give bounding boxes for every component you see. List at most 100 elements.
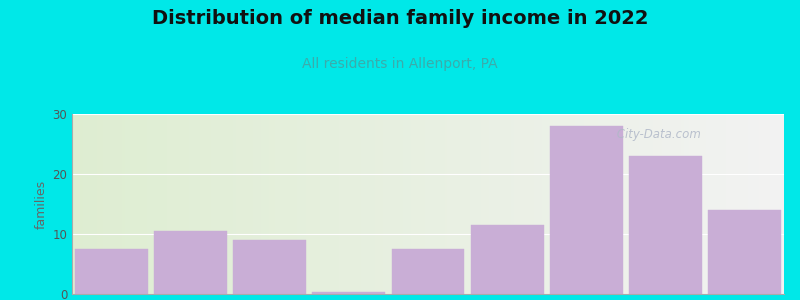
Bar xyxy=(303,114,306,294)
Bar xyxy=(245,114,247,294)
Bar xyxy=(606,114,609,294)
Bar xyxy=(748,114,750,294)
Bar xyxy=(470,225,543,294)
Bar xyxy=(225,114,228,294)
Bar xyxy=(119,114,122,294)
Bar xyxy=(737,114,739,294)
Bar xyxy=(558,114,562,294)
Bar xyxy=(534,114,537,294)
Bar xyxy=(422,114,426,294)
Bar xyxy=(662,114,665,294)
Bar xyxy=(117,114,119,294)
Bar xyxy=(266,114,270,294)
Bar xyxy=(414,114,417,294)
Bar xyxy=(300,114,303,294)
Bar xyxy=(778,114,782,294)
Bar xyxy=(319,114,322,294)
Bar xyxy=(782,114,784,294)
Bar xyxy=(631,114,634,294)
Bar xyxy=(398,114,400,294)
Bar xyxy=(645,114,648,294)
Bar xyxy=(147,114,150,294)
Bar xyxy=(681,114,684,294)
Bar xyxy=(294,114,298,294)
Bar xyxy=(547,114,550,294)
Bar xyxy=(430,114,434,294)
Bar xyxy=(426,114,428,294)
Bar xyxy=(289,114,292,294)
Bar xyxy=(675,114,678,294)
Bar xyxy=(481,114,484,294)
Bar xyxy=(311,114,314,294)
Bar xyxy=(553,114,556,294)
Bar xyxy=(690,114,692,294)
Bar xyxy=(100,114,102,294)
Bar xyxy=(306,114,309,294)
Bar xyxy=(478,114,481,294)
Bar xyxy=(392,114,394,294)
Bar xyxy=(489,114,492,294)
Bar xyxy=(138,114,142,294)
Bar xyxy=(634,114,637,294)
Bar xyxy=(667,114,670,294)
Bar xyxy=(339,114,342,294)
Bar xyxy=(247,114,250,294)
Bar xyxy=(314,114,317,294)
Bar xyxy=(500,114,503,294)
Bar xyxy=(550,114,553,294)
Bar xyxy=(386,114,389,294)
Text: City-Data.com: City-Data.com xyxy=(613,128,701,141)
Bar xyxy=(617,114,620,294)
Bar xyxy=(292,114,294,294)
Bar xyxy=(228,114,230,294)
Bar xyxy=(445,114,447,294)
Bar xyxy=(394,114,398,294)
Bar xyxy=(270,114,272,294)
Bar xyxy=(595,114,598,294)
Bar xyxy=(78,114,80,294)
Bar xyxy=(609,114,611,294)
Bar xyxy=(200,114,202,294)
Bar xyxy=(378,114,381,294)
Bar xyxy=(728,114,731,294)
Bar xyxy=(219,114,222,294)
Bar xyxy=(598,114,601,294)
Bar xyxy=(517,114,520,294)
Bar xyxy=(230,114,234,294)
Bar xyxy=(125,114,128,294)
Bar xyxy=(637,114,639,294)
Bar xyxy=(362,114,364,294)
Bar xyxy=(170,114,172,294)
Bar xyxy=(584,114,586,294)
Bar xyxy=(659,114,662,294)
Bar xyxy=(406,114,409,294)
Bar xyxy=(389,114,392,294)
Bar xyxy=(222,114,225,294)
Bar xyxy=(89,114,91,294)
Bar xyxy=(186,114,189,294)
Bar xyxy=(155,114,158,294)
Bar xyxy=(620,114,622,294)
Bar xyxy=(450,114,453,294)
Bar xyxy=(403,114,406,294)
Bar xyxy=(158,114,161,294)
Bar xyxy=(75,249,148,294)
Bar xyxy=(328,114,330,294)
Bar xyxy=(175,114,178,294)
Bar xyxy=(325,114,328,294)
Bar xyxy=(467,114,470,294)
Bar xyxy=(392,249,464,294)
Bar xyxy=(330,114,334,294)
Bar xyxy=(211,114,214,294)
Bar xyxy=(214,114,217,294)
Bar xyxy=(654,114,656,294)
Bar xyxy=(411,114,414,294)
Bar xyxy=(202,114,206,294)
Bar xyxy=(739,114,742,294)
Bar xyxy=(701,114,703,294)
Bar xyxy=(253,114,255,294)
Bar xyxy=(709,114,712,294)
Bar xyxy=(428,114,430,294)
Bar xyxy=(97,114,100,294)
Bar xyxy=(181,114,183,294)
